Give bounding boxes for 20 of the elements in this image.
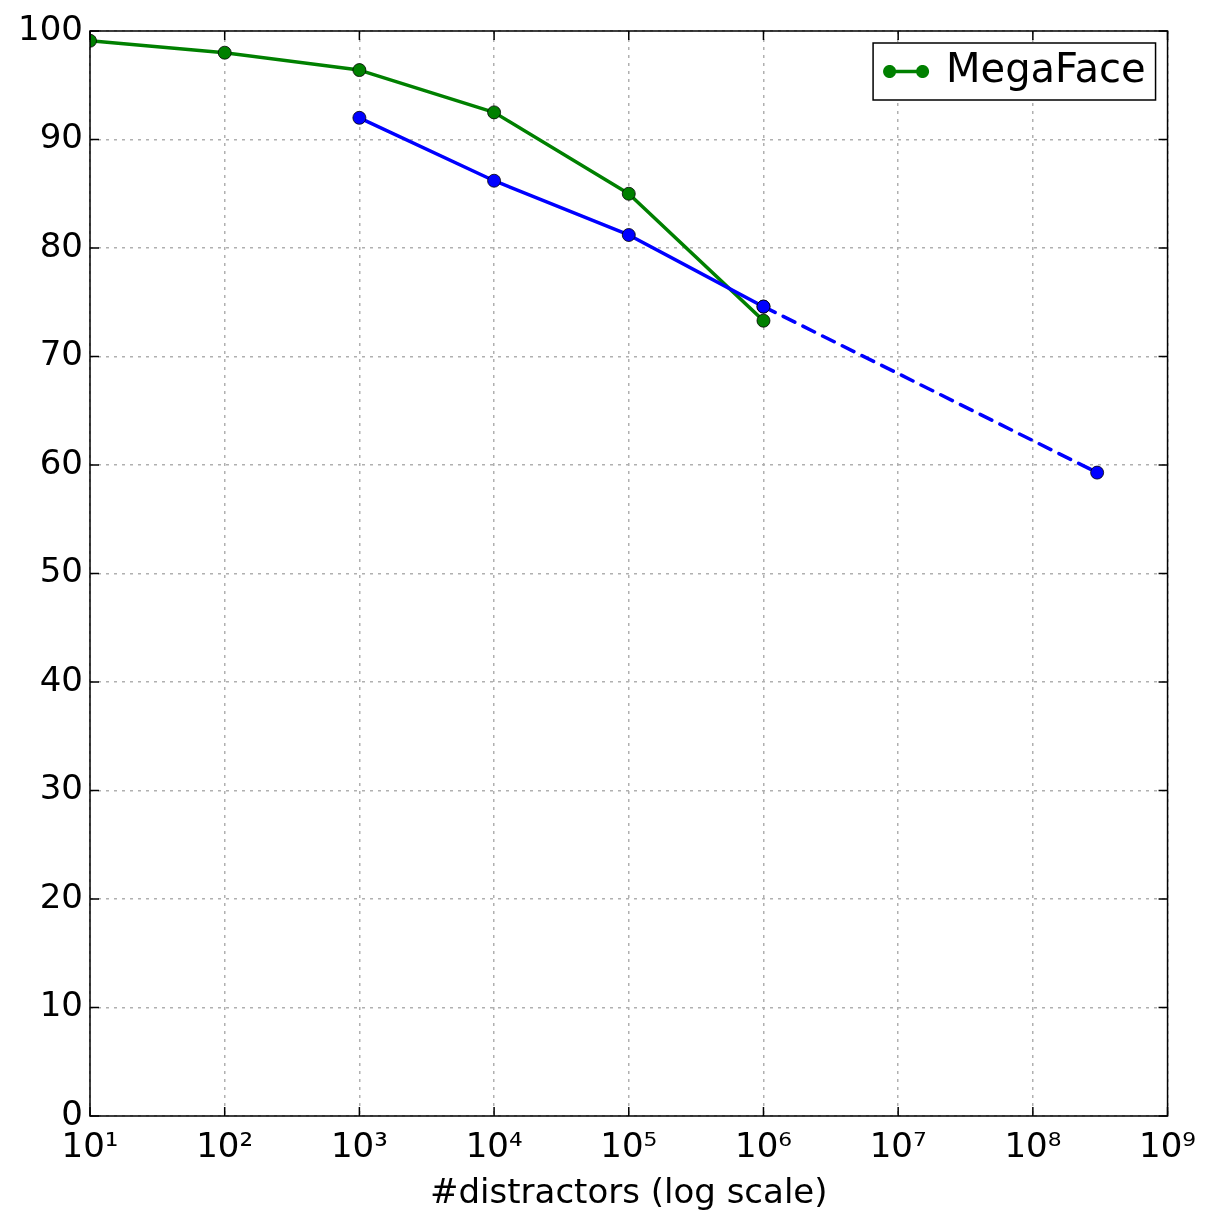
x-tick-label: 10⁸ (1004, 1125, 1062, 1166)
x-tick-label: 10⁷ (869, 1125, 927, 1166)
y-tick-label: 20 (39, 875, 83, 916)
y-tick-label: 60 (39, 441, 83, 482)
x-tick-label: 10⁶ (735, 1125, 792, 1166)
y-tick-label: 80 (39, 224, 83, 265)
y-tick-label: 10 (39, 984, 83, 1025)
y-tick-label: 70 (39, 333, 83, 374)
y-tick-label: 30 (39, 767, 83, 808)
legend-label: MegaFace (946, 44, 1146, 91)
x-tick-label: 10³ (330, 1125, 388, 1166)
x-axis-title: #distractors (log scale) (430, 1171, 828, 1212)
y-tick-label: 100 (18, 7, 83, 48)
y-tick-label: 50 (39, 550, 83, 591)
y-tick-label: 90 (39, 116, 83, 157)
x-tick-label: 10² (196, 1125, 254, 1166)
x-tick-label: 10⁴ (465, 1125, 523, 1166)
x-tick-label: 10⁹ (1139, 1125, 1197, 1166)
y-tick-label: 40 (39, 658, 83, 699)
x-tick-label: 10⁵ (600, 1125, 658, 1166)
